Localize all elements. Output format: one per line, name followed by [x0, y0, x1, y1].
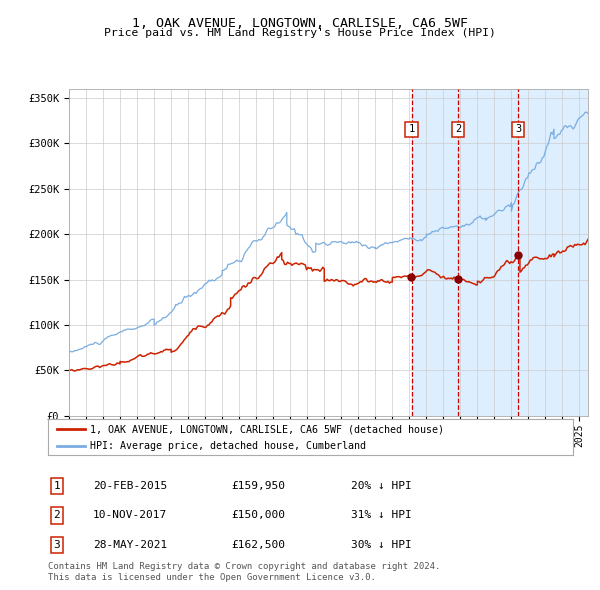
Text: 20-FEB-2015: 20-FEB-2015 [93, 481, 167, 491]
Text: Price paid vs. HM Land Registry's House Price Index (HPI): Price paid vs. HM Land Registry's House … [104, 28, 496, 38]
Text: This data is licensed under the Open Government Licence v3.0.: This data is licensed under the Open Gov… [48, 573, 376, 582]
Text: 20% ↓ HPI: 20% ↓ HPI [351, 481, 412, 491]
Text: 3: 3 [53, 540, 61, 550]
Text: 1, OAK AVENUE, LONGTOWN, CARLISLE, CA6 5WF: 1, OAK AVENUE, LONGTOWN, CARLISLE, CA6 5… [132, 17, 468, 30]
Text: 10-NOV-2017: 10-NOV-2017 [93, 510, 167, 520]
Text: 1, OAK AVENUE, LONGTOWN, CARLISLE, CA6 5WF (detached house): 1, OAK AVENUE, LONGTOWN, CARLISLE, CA6 5… [90, 424, 444, 434]
Text: 2: 2 [455, 124, 461, 135]
Text: 2: 2 [53, 510, 61, 520]
Text: 1: 1 [409, 124, 415, 135]
Text: 3: 3 [515, 124, 521, 135]
Text: 31% ↓ HPI: 31% ↓ HPI [351, 510, 412, 520]
Text: Contains HM Land Registry data © Crown copyright and database right 2024.: Contains HM Land Registry data © Crown c… [48, 562, 440, 571]
Text: £159,950: £159,950 [231, 481, 285, 491]
Text: £150,000: £150,000 [231, 510, 285, 520]
Text: 1: 1 [53, 481, 61, 491]
Text: HPI: Average price, detached house, Cumberland: HPI: Average price, detached house, Cumb… [90, 441, 366, 451]
Text: 30% ↓ HPI: 30% ↓ HPI [351, 540, 412, 550]
Text: £162,500: £162,500 [231, 540, 285, 550]
Text: 28-MAY-2021: 28-MAY-2021 [93, 540, 167, 550]
Bar [412, 88, 600, 416]
